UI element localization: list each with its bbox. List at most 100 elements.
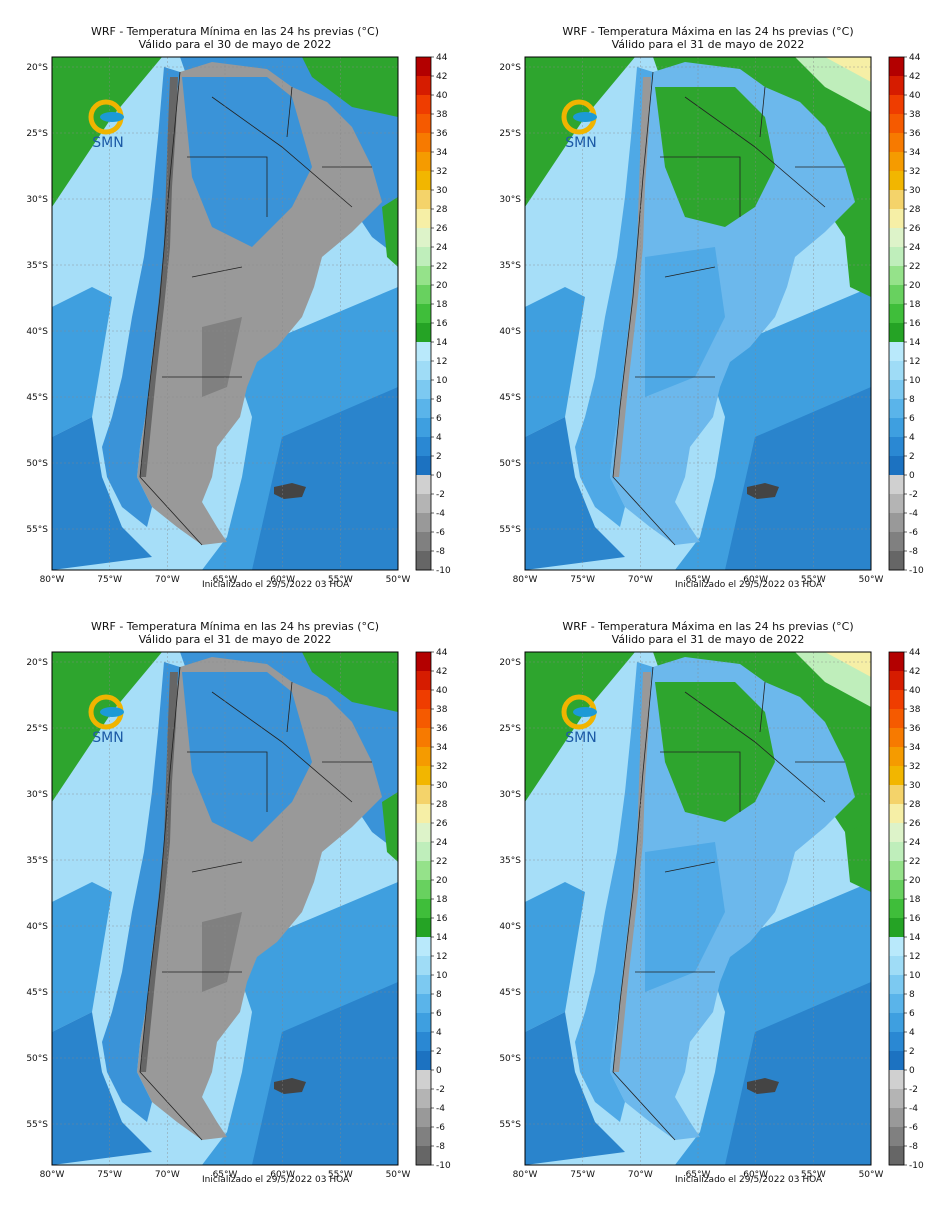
map-figure: SMN 20°S 25°S 30°S 35°S 40°S 45°S 50°S 55°S 80°W 7… [499,648,924,1180]
border-line [684,96,826,208]
colorbar-segment [416,899,431,919]
panel-title: WRF - Temperatura Máxima en las 24 hs pr… [473,620,943,646]
border-line [759,86,766,138]
colorbar-segment [416,842,431,862]
ocean-pacific [525,882,585,1032]
lat-label: 30°S [26,195,48,205]
colorbar-segment [416,652,431,672]
colorbar-label: 32 [436,762,447,772]
land-central-mild [182,77,312,247]
smn-logo: SMN [561,99,597,151]
panel-title-line1: WRF - Temperatura Mínima en las 24 hs pr… [90,25,379,38]
colorbar-segment [889,475,904,495]
colorbar-segment [889,513,904,533]
colorbar-label: 24 [436,838,448,848]
map-frame [51,651,399,1166]
colorbar-segment [416,1051,431,1071]
colorbar-label: 38 [436,110,448,120]
colorbar-segment [889,1013,904,1033]
colorbar-frame [415,651,432,1166]
colorbar-label: 34 [436,148,448,158]
border-line [211,691,353,803]
colorbar-segment [889,95,904,115]
lon-label: 50°W [386,575,411,585]
map-frame [51,56,399,571]
map-frame [524,56,872,571]
lon-label: 80°W [513,1170,538,1180]
colorbar-label: 4 [909,433,915,443]
map-panel-1: WRF - Temperatura Mínima en las 24 hs pr… [0,25,470,615]
colorbar-segment [416,1032,431,1052]
colorbar-label: 30 [909,186,921,196]
colorbar-segment [889,285,904,305]
lon-label: 60°W [270,575,295,585]
colorbar-label: 32 [909,762,920,772]
colorbar-label: 38 [436,705,448,715]
colorbar-segment [889,747,904,767]
colorbar-segment [889,418,904,438]
colorbar-label: 8 [436,395,442,405]
ocean-pacific [525,287,585,437]
colorbar-label: 38 [909,110,921,120]
ocean-pacific-south [52,1012,152,1165]
land-north-hotter [825,57,871,82]
colorbar-segment [416,861,431,881]
colorbar-label: -4 [909,1104,918,1114]
lat-label: 20°S [26,658,48,668]
colorbar-segment [416,804,431,824]
lon-label: 70°W [155,1170,180,1180]
logo-text: SMN [565,135,596,151]
colorbar-label: 26 [436,819,448,829]
falkland-islands [747,1078,779,1094]
colorbar-label: 12 [909,952,920,962]
colorbar-segment [889,956,904,976]
initialized-label: Inicializado el 29/5/2022 03 HOA [202,1175,350,1185]
colorbar-label: 44 [909,648,921,658]
ocean-atlantic-deep [252,387,398,570]
panel-title: WRF - Temperatura Máxima en las 24 hs pr… [473,25,943,51]
border-line [759,681,766,733]
panel-title-line2: Válido para el 30 de mayo de 2022 [138,38,332,51]
border-line [664,266,716,278]
land-chile [575,67,653,527]
colorbar-label: -2 [436,1085,445,1095]
colorbar-label: 32 [909,167,920,177]
colorbar-label: -4 [436,1104,445,1114]
land-north-warm [302,652,398,712]
border-line [139,71,203,546]
logo-fish [573,707,597,717]
andes-cordillera [140,672,178,1072]
map-figure: SMN 20°S 25°S 30°S 35°S 40°S 45°S 50°S 55°S 80°W 7… [26,648,451,1180]
colorbar-segment [416,1108,431,1128]
map-figure: SMN 20°S 25°S 30°S 35°S 40°S 45°S 50°S 55°S 80°W 7… [499,53,924,585]
colorbar-label: 10 [909,971,921,981]
initialized-label: Inicializado el 29/5/2022 03 HOA [675,1175,823,1185]
colorbar-label: -10 [909,1161,924,1171]
colorbar-label: 24 [909,243,921,253]
smn-logo: SMN [88,99,124,151]
ocean-pacific-south [525,1012,625,1165]
colorbar-label: 40 [436,686,448,696]
land-chile [575,662,653,1122]
colorbar-label: 34 [436,743,448,753]
colorbar-label: 8 [909,395,915,405]
lat-label: 30°S [499,195,521,205]
colorbar-segment [889,671,904,691]
border-line [612,666,676,1141]
pacific-green-region [525,57,635,207]
lon-label: 65°W [213,1170,238,1180]
colorbar-label: 12 [909,357,920,367]
ocean-pacific-south [525,417,625,570]
colorbar-label: 0 [436,1066,442,1076]
lon-label: 65°W [213,575,238,585]
land-argentina [610,62,855,545]
colorbar-segment [889,975,904,995]
colorbar-segment [416,671,431,691]
colorbar-label: 2 [436,1047,442,1057]
colorbar-label: 26 [909,224,921,234]
land-central-mild [182,672,312,842]
colorbar-label: 36 [909,129,921,139]
colorbar-segment [416,171,431,191]
colorbar-label: 20 [436,876,448,886]
colorbar-label: -4 [909,509,918,519]
